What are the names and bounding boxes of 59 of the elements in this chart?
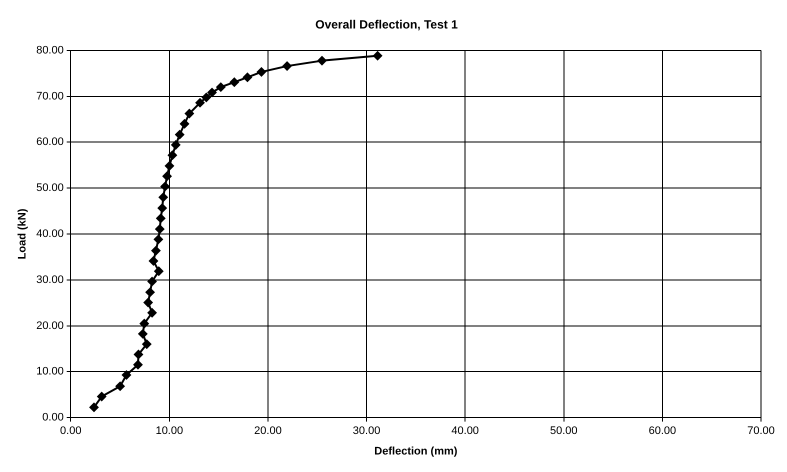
point [148, 308, 157, 318]
point [175, 130, 184, 140]
point [256, 67, 266, 76]
point [148, 277, 157, 286]
point [148, 256, 158, 266]
point [216, 82, 226, 92]
y-tick-label: 10.00 [36, 366, 64, 378]
x-tick-label: 60.00 [648, 425, 676, 438]
point [373, 51, 382, 60]
point [202, 92, 211, 102]
point [196, 98, 205, 108]
point [171, 140, 180, 150]
y-tick-label: 30.00 [36, 274, 64, 286]
point [154, 266, 164, 276]
point [164, 161, 174, 170]
point [156, 214, 166, 223]
y-tick-label: 70.00 [36, 90, 64, 102]
point [168, 150, 177, 160]
point [97, 392, 106, 402]
x-axis-title: Deflection (mm) [374, 445, 458, 458]
point [317, 56, 326, 66]
point [180, 119, 190, 128]
point [154, 234, 163, 244]
x-tick-label: 30.00 [352, 425, 380, 438]
y-tick-label: 40.00 [36, 228, 64, 240]
point [155, 224, 164, 234]
point [230, 78, 239, 87]
point [138, 329, 148, 338]
x-tick-label: 10.00 [156, 425, 184, 438]
point [133, 360, 142, 370]
y-tick-label: 20.00 [36, 320, 64, 332]
point [144, 298, 153, 308]
point [90, 402, 98, 412]
y-tick-label: 50.00 [36, 182, 64, 194]
x-tick-label: 50.00 [550, 425, 578, 438]
point [208, 88, 217, 97]
point [122, 370, 131, 380]
y-tick-label: 60.00 [36, 136, 64, 148]
y-tick-label: 0.00 [42, 412, 64, 424]
point [134, 350, 143, 359]
chart-title: Overall Deflection, Test 1 [315, 18, 458, 32]
point [151, 246, 160, 256]
point [160, 182, 170, 191]
x-tick-label: 20.00 [254, 425, 282, 438]
point [158, 192, 168, 202]
y-axis-title: Load (kN) [16, 208, 29, 260]
point [146, 288, 155, 297]
x-tick-label: 40.00 [451, 425, 479, 438]
point [242, 72, 252, 82]
point [162, 172, 172, 181]
x-tick-label: 70.00 [747, 425, 775, 438]
point [282, 62, 292, 71]
y-tick-label: 80.00 [36, 44, 64, 56]
point [116, 382, 125, 391]
point [184, 109, 194, 118]
point [142, 340, 152, 349]
point [158, 204, 167, 213]
point [140, 319, 149, 328]
x-tick-label: 0.00 [60, 425, 82, 438]
